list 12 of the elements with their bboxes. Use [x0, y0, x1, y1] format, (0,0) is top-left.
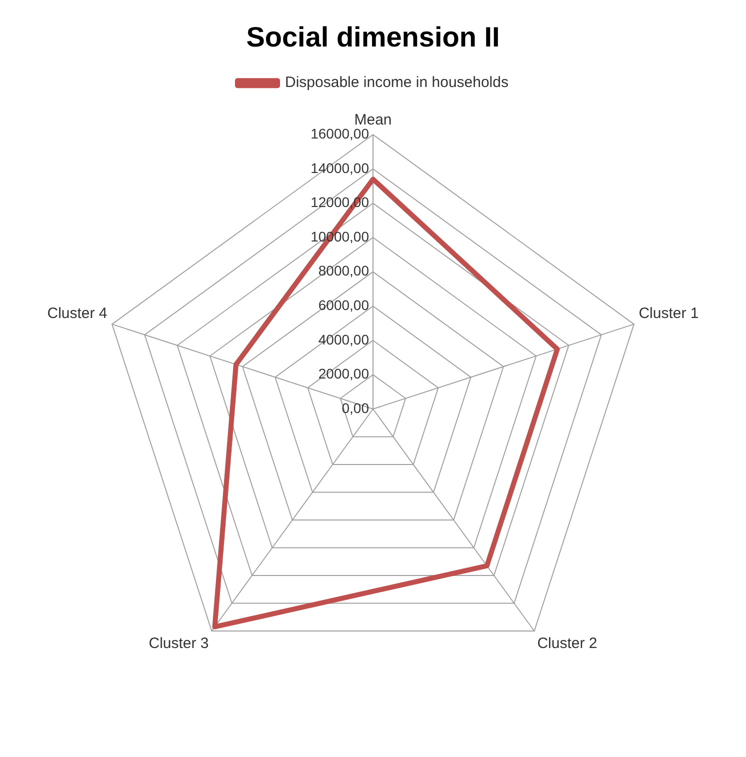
y-tick-label: 4000,00	[318, 331, 370, 348]
y-tick-label: 14000,00	[310, 160, 370, 176]
chart-title: Social dimension II	[246, 22, 500, 53]
spoke-label: Cluster 3	[148, 635, 209, 652]
y-tick-label: 6000,00	[318, 296, 370, 313]
y-tick-label: 0,00	[342, 400, 370, 416]
spoke-label: Cluster 1	[638, 304, 699, 322]
spoke-label: Cluster 4	[47, 304, 108, 322]
legend-label: Disposable income in households	[285, 74, 508, 92]
y-tick-label: 8000,00	[318, 262, 370, 279]
y-tick-label: 2000,00	[318, 366, 370, 382]
spoke-label: Cluster 2	[537, 635, 598, 652]
